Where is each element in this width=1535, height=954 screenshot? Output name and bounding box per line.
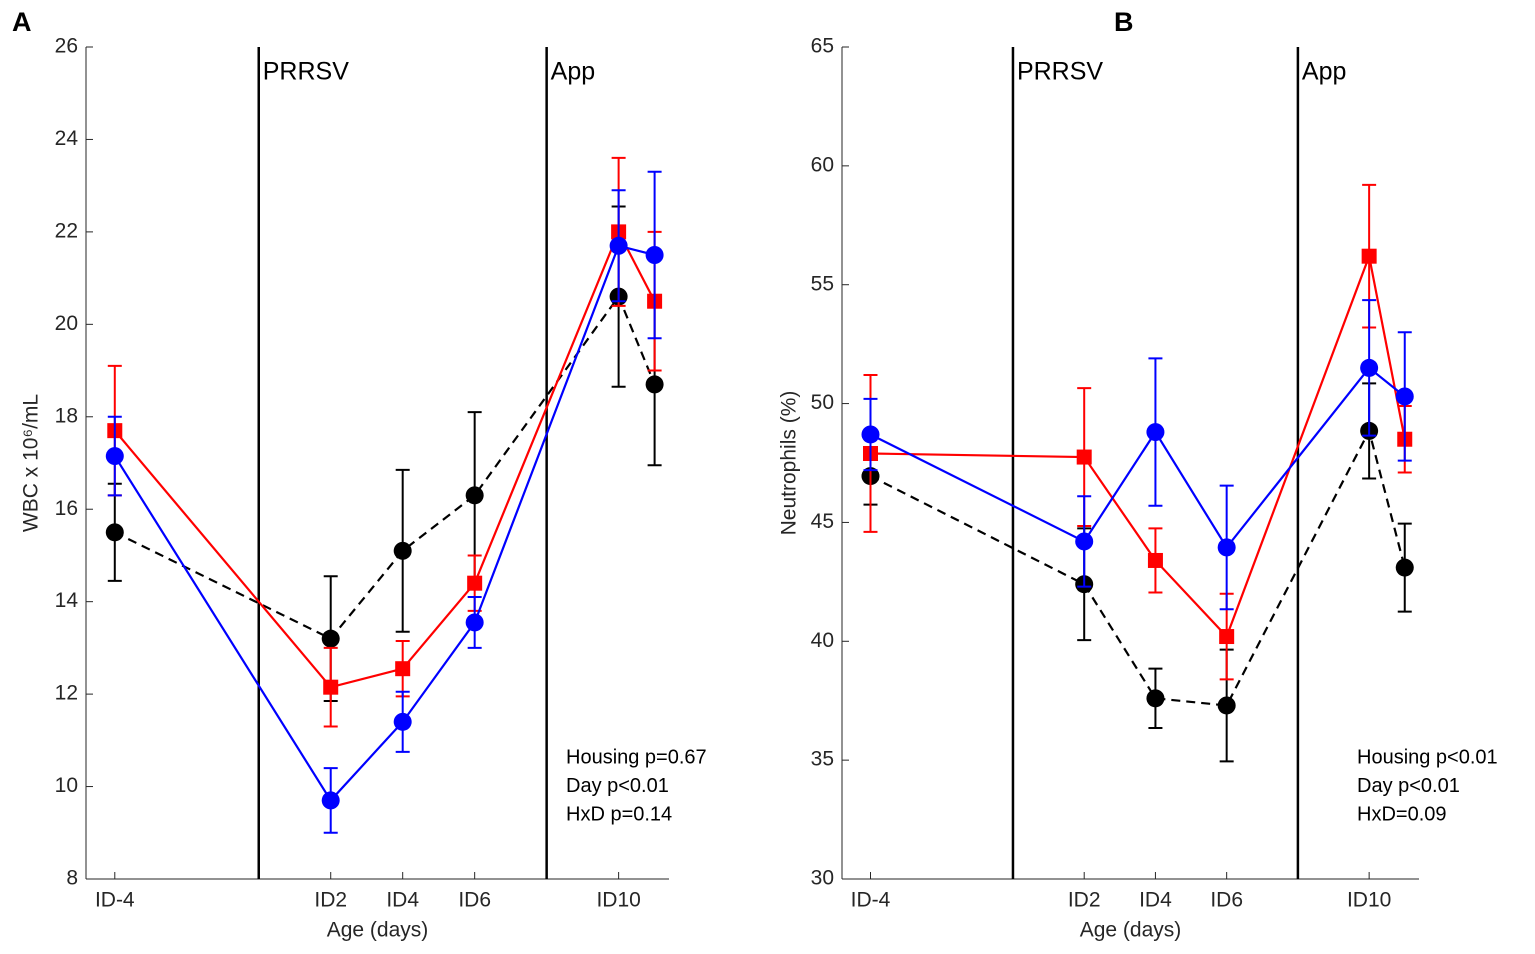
marker bbox=[393, 712, 412, 731]
stat-text: Housing p=0.67 bbox=[566, 746, 707, 768]
marker bbox=[1360, 358, 1379, 377]
y-tick-label: 22 bbox=[55, 219, 78, 242]
marker bbox=[467, 575, 483, 591]
marker bbox=[1075, 532, 1094, 551]
marker bbox=[1147, 552, 1163, 568]
event-label: App bbox=[1302, 58, 1346, 86]
x-tick-label: ID-4 bbox=[851, 889, 891, 912]
panel-label: B bbox=[1114, 7, 1134, 37]
marker bbox=[395, 661, 411, 677]
y-tick-label: 18 bbox=[55, 404, 78, 427]
marker bbox=[321, 629, 340, 648]
x-tick-label: ID10 bbox=[1347, 889, 1391, 912]
series-line bbox=[113, 229, 656, 689]
x-tick-label: ID-4 bbox=[95, 889, 135, 912]
y-tick-label: 30 bbox=[811, 867, 834, 890]
marker bbox=[1076, 449, 1092, 465]
series-line bbox=[113, 244, 655, 803]
y-tick-label: 35 bbox=[811, 748, 834, 771]
series-line bbox=[869, 427, 1406, 707]
marker bbox=[861, 425, 880, 444]
y-axis-label: Neutrophils (%) bbox=[778, 391, 801, 536]
x-tick-label: ID2 bbox=[1068, 889, 1101, 912]
x-tick-label: ID6 bbox=[458, 889, 491, 912]
y-tick-label: 12 bbox=[55, 682, 78, 705]
y-tick-label: 20 bbox=[55, 312, 78, 335]
marker bbox=[323, 679, 339, 695]
x-tick-label: ID4 bbox=[386, 889, 419, 912]
x-tick-label: ID2 bbox=[314, 889, 347, 912]
marker bbox=[105, 447, 124, 466]
marker bbox=[321, 791, 340, 810]
stat-text: Day p<0.01 bbox=[1357, 775, 1460, 797]
y-tick-label: 45 bbox=[811, 510, 834, 533]
event-label: App bbox=[551, 58, 595, 86]
marker bbox=[1219, 629, 1235, 645]
stat-text: Housing p<0.01 bbox=[1357, 746, 1498, 768]
marker bbox=[1217, 696, 1236, 715]
x-axis-label: Age (days) bbox=[1080, 919, 1182, 942]
y-tick-label: 60 bbox=[811, 153, 834, 176]
marker bbox=[1146, 689, 1165, 708]
series-line bbox=[870, 366, 1406, 550]
panel-label: A bbox=[12, 7, 32, 37]
marker bbox=[1395, 387, 1414, 406]
marker bbox=[645, 246, 664, 264]
series-line bbox=[114, 294, 656, 641]
x-tick-label: ID6 bbox=[1210, 889, 1243, 912]
event-label: PRRSV bbox=[263, 58, 349, 86]
marker bbox=[1217, 538, 1236, 557]
marker bbox=[1395, 558, 1414, 577]
x-axis-label: Age (days) bbox=[327, 919, 429, 942]
series-line bbox=[870, 252, 1406, 639]
y-tick-label: 65 bbox=[811, 35, 834, 58]
y-tick-label: 50 bbox=[811, 391, 834, 414]
y-tick-label: 14 bbox=[55, 589, 79, 612]
y-tick-label: 8 bbox=[66, 867, 78, 890]
y-tick-label: 55 bbox=[811, 272, 834, 295]
y-tick-label: 40 bbox=[811, 629, 834, 652]
stat-text: HxD=0.09 bbox=[1357, 803, 1447, 825]
x-tick-label: ID4 bbox=[1139, 889, 1172, 912]
marker bbox=[645, 375, 664, 394]
marker bbox=[465, 486, 484, 505]
marker bbox=[465, 613, 484, 632]
marker bbox=[393, 541, 412, 560]
marker bbox=[1146, 423, 1165, 442]
y-tick-label: 26 bbox=[55, 35, 78, 58]
y-tick-label: 16 bbox=[55, 497, 78, 520]
stat-text: Day p<0.01 bbox=[566, 775, 669, 797]
marker bbox=[1361, 248, 1377, 264]
y-tick-label: 24 bbox=[55, 127, 79, 150]
x-tick-label: ID10 bbox=[596, 889, 640, 912]
event-label: PRRSV bbox=[1017, 58, 1103, 86]
marker bbox=[609, 236, 628, 255]
marker bbox=[105, 523, 124, 542]
y-tick-label: 10 bbox=[55, 774, 78, 797]
stat-text: HxD p=0.14 bbox=[566, 803, 672, 825]
y-axis-label: WBC x 10⁶/mL bbox=[20, 394, 43, 532]
